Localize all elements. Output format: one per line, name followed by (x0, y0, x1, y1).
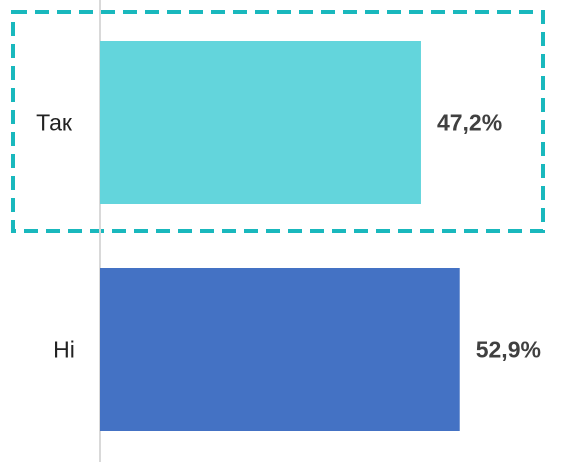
labels-layer: Так 47,2% Ні 52,9% (36, 110, 541, 363)
value-label: 47,2% (437, 110, 502, 136)
category-label: Так (36, 110, 73, 136)
bar-ni (100, 268, 460, 431)
category-label: Ні (53, 337, 75, 363)
bar-tak (100, 41, 421, 204)
value-label: 52,9% (476, 337, 541, 363)
bars-layer (100, 41, 460, 431)
highlight-box (11, 10, 545, 233)
